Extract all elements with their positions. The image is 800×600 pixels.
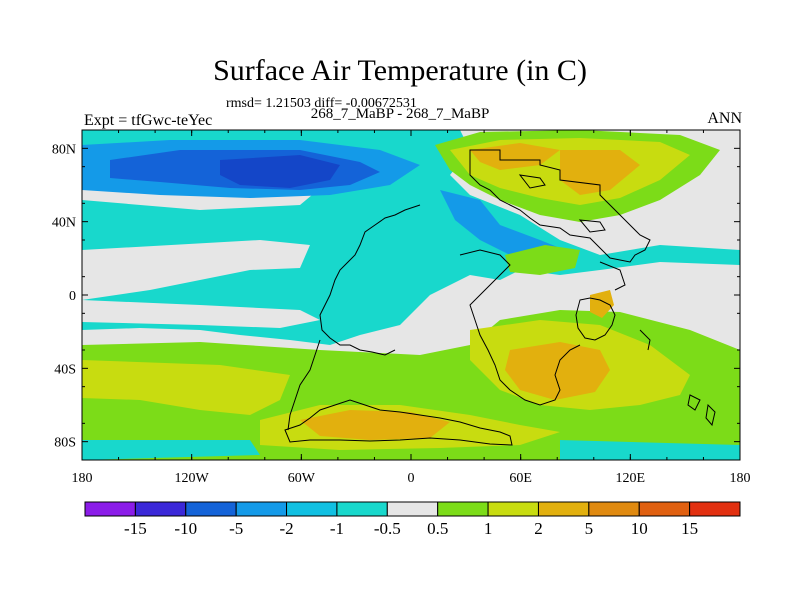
map-title: Surface Air Temperature (in C) <box>213 54 587 87</box>
colorbar-label: 5 <box>585 519 594 538</box>
lat-tick-label: 40N <box>52 216 76 231</box>
colorbar-swatch <box>386 501 439 517</box>
field-siberia-orange <box>470 143 640 195</box>
coastlines <box>284 149 716 446</box>
colorbar-swatch <box>235 501 288 517</box>
field-equatorial-band <box>82 300 320 328</box>
colorbar-label: 0.5 <box>427 519 448 538</box>
latitude-axis: 80N 40N 0 40S 80S <box>52 129 740 461</box>
colorbar-swatch <box>638 501 691 517</box>
field-core-blue <box>220 155 340 188</box>
coastline-africa <box>459 249 581 406</box>
lon-tick-label: 60E <box>509 471 532 486</box>
field-asia-blue <box>440 190 560 258</box>
colorbar-label: 15 <box>681 519 698 538</box>
coastline-south-america <box>287 339 321 431</box>
field-indian-orange <box>505 342 610 400</box>
colorbar-swatch <box>537 501 590 517</box>
colorbar-label: -5 <box>229 519 243 538</box>
lon-tick-label: 180 <box>730 471 751 486</box>
map-field <box>82 130 740 460</box>
colorbar-label: -1 <box>330 519 344 538</box>
colorbar-label: 2 <box>534 519 543 538</box>
field-antarctic-orange <box>300 410 450 440</box>
lon-tick-label: 60W <box>288 471 316 486</box>
lat-tick-label: 0 <box>69 289 76 304</box>
colorbar-label: -15 <box>124 519 147 538</box>
colorbar-label: -0.5 <box>374 519 401 538</box>
lat-tick-label: 80S <box>54 436 76 451</box>
colorbar-swatch <box>689 501 741 517</box>
lat-tick-label: 40S <box>54 362 76 377</box>
lon-tick-label: 0 <box>408 471 415 486</box>
colorbar-swatch <box>185 501 237 517</box>
colorbar-label: 1 <box>484 519 493 538</box>
lon-tick-label: 120E <box>616 471 646 486</box>
field-arabia-green <box>505 245 580 275</box>
field-north-cold <box>82 130 740 345</box>
coastline-north-america <box>319 204 421 356</box>
lon-tick-label: 180 <box>72 471 93 486</box>
colorbar-label: 10 <box>631 519 648 538</box>
colorbar-label: -10 <box>174 519 197 538</box>
field-south-blue <box>82 440 740 460</box>
longitude-axis: 180 120W 60W 0 60E 120E 180 <box>72 130 751 486</box>
coastline-australia <box>575 297 616 341</box>
colorbar-label: -2 <box>279 519 293 538</box>
season-label: ANN <box>707 110 742 127</box>
coastline-maritime <box>599 261 716 427</box>
colorbar-swatch <box>286 501 338 517</box>
colorbar-swatch <box>588 501 640 517</box>
colorbar-swatch <box>134 501 187 517</box>
coastline-antarctica <box>284 399 513 446</box>
cases-line: 268_7_MaBP - 268_7_MaBP <box>310 106 490 122</box>
coastline-eurasia <box>469 149 651 263</box>
stats-line: rmsd= 1.21503 diff= -0.00672531 <box>226 96 417 111</box>
colorbar-swatch <box>84 501 136 517</box>
colorbar-swatch <box>487 501 539 517</box>
coastline-arctic-islands <box>518 174 606 233</box>
lat-tick-label: 80N <box>52 142 76 157</box>
colorbar: -15 -10 -5 -2 -1 -0.5 0.5 1 2 5 10 15 <box>84 501 741 538</box>
field-australia-orange <box>590 290 614 318</box>
lon-tick-label: 120W <box>175 471 210 486</box>
colorbar-swatch <box>336 501 388 517</box>
experiment-label: Expt = tfGwc-teYec <box>84 112 213 129</box>
colorbar-swatch <box>437 501 489 517</box>
